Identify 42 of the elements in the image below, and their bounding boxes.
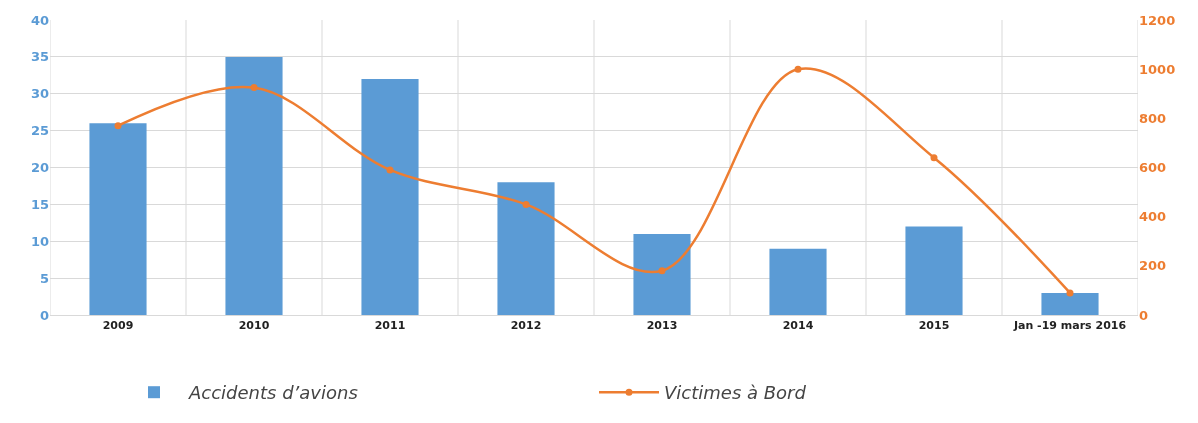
point: [522, 200, 530, 208]
x-tick-label: 2013: [646, 319, 678, 333]
bar: [769, 248, 827, 315]
y2-tick-label: 200: [1139, 258, 1167, 274]
point: [250, 84, 258, 92]
point: [386, 166, 394, 174]
legend-label: Accidents d’avions: [188, 382, 358, 404]
bar: [361, 79, 419, 315]
y-tick-label: 10: [30, 233, 49, 249]
point: [1066, 289, 1074, 297]
x-tick-label: 2010: [238, 319, 270, 333]
x-tick-label: Jan -19 mars 2016: [1012, 319, 1127, 333]
x-tick-label: 2014: [782, 319, 814, 333]
y-tick-label: 5: [39, 270, 49, 286]
y-tick-label: 0: [39, 307, 49, 323]
bar: [633, 233, 691, 315]
y2-tick-label: 1000: [1139, 61, 1176, 77]
y-tick-label: 30: [30, 86, 49, 102]
x-tick-label: 2011: [374, 319, 406, 333]
bar: [905, 226, 963, 315]
y-tick-label: 25: [30, 123, 49, 139]
point: [794, 65, 802, 73]
y-tick-label: 35: [30, 49, 49, 65]
x-tick-label: 2009: [102, 319, 134, 333]
y2-tick-label: 800: [1139, 110, 1167, 126]
y-tick-label: 40: [30, 12, 49, 28]
y2-tick-label: 0: [1139, 307, 1149, 323]
point: [658, 267, 666, 275]
legend-label: Victimes à Bord: [664, 382, 807, 404]
x-tick-label: 2012: [510, 319, 542, 333]
y2-tick-label: 400: [1139, 209, 1167, 225]
y-tick-label: 15: [30, 196, 49, 212]
point: [114, 122, 122, 130]
bar: [225, 56, 283, 315]
point: [930, 154, 938, 162]
x-tick-label: 2015: [918, 319, 950, 333]
bar: [497, 182, 555, 315]
bar: [1041, 292, 1099, 315]
y-tick-label: 20: [30, 160, 49, 176]
y2-tick-label: 600: [1139, 160, 1167, 176]
bar: [89, 123, 147, 315]
y2-tick-label: 1200: [1139, 12, 1176, 28]
